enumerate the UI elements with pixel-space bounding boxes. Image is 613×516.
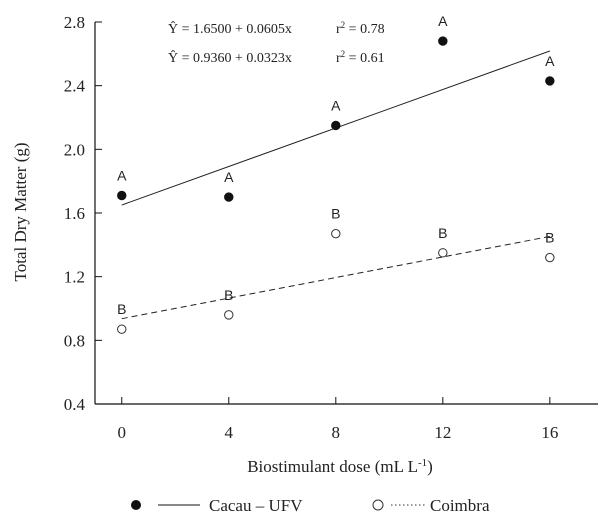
x-tick-label-1: 4 xyxy=(225,423,234,442)
x-tick-label-3: 12 xyxy=(434,423,451,442)
y-axis-title: Total Dry Matter (g) xyxy=(11,142,30,281)
r-squared-1-label: r xyxy=(336,22,341,37)
series-1-point-label-0: A xyxy=(117,167,127,183)
y-tick-label-3: 1.6 xyxy=(64,204,85,223)
y-tick-label-6: 2.8 xyxy=(64,13,85,32)
series-2-point-label-0: B xyxy=(117,301,126,317)
legend-marker-filled xyxy=(131,500,141,510)
point-labels: A A A A A B B B B B xyxy=(117,13,555,317)
series-1-point-3 xyxy=(438,36,448,46)
series-1-point-label-4: A xyxy=(545,53,555,69)
x-tick-label-0: 0 xyxy=(118,423,127,442)
series-2-point-label-1: B xyxy=(224,287,233,303)
y-tick-label-4: 2.0 xyxy=(64,140,85,159)
y-tick-label-0: 0.4 xyxy=(64,395,86,414)
fit-lines xyxy=(121,50,551,320)
legend-label-1: Cacau – UFV xyxy=(209,496,303,515)
r-squared-2-value: = 0.61 xyxy=(345,51,384,66)
equation-2: Ŷ = 0.9360 + 0.0323x xyxy=(168,49,292,66)
r-squared-1-superscript: 2 xyxy=(341,20,346,30)
series-1-point-0 xyxy=(117,190,127,201)
data-points xyxy=(117,36,555,334)
x-tick-label-4: 16 xyxy=(541,423,558,442)
series-2-point-label-4: B xyxy=(545,230,554,246)
r-squared-2-superscript: 2 xyxy=(341,49,346,59)
r-squared-2: r2 = 0.61 xyxy=(336,49,385,66)
x-axis-title: Biostimulant dose (mL L-1) xyxy=(247,457,433,476)
legend-label-2: Coimbra xyxy=(430,496,490,515)
series-2-point-2 xyxy=(331,228,341,239)
series-1-point-label-1: A xyxy=(224,169,234,185)
legend-marker-open xyxy=(372,499,384,511)
y-tick-label-1: 0.8 xyxy=(64,331,85,350)
series-1-point-2 xyxy=(331,120,341,131)
y-tick-label-5: 2.4 xyxy=(64,77,86,96)
series-1-point-4 xyxy=(545,76,555,86)
series-2-point-3 xyxy=(438,248,448,258)
x-axis-title-suffix: ) xyxy=(427,457,433,476)
series-1-point-1 xyxy=(224,192,234,202)
axes: 0.4 0.8 1.2 1.6 2.0 2.4 2.8 0 4 8 12 16 xyxy=(64,13,598,442)
r-squared-2-label: r xyxy=(336,51,341,66)
x-tick-label-2: 8 xyxy=(332,423,341,442)
r-squared-1-value: = 0.78 xyxy=(345,22,384,37)
x-axis-title-main: Biostimulant dose (mL L xyxy=(247,457,418,476)
series-2-point-1 xyxy=(224,310,234,320)
fit-line-2 xyxy=(121,235,550,320)
series-2-point-label-3: B xyxy=(438,225,447,241)
series-1-point-label-3: A xyxy=(438,13,448,29)
equation-1: Ŷ = 1.6500 + 0.0605x xyxy=(168,20,292,37)
r-squared-1: r2 = 0.78 xyxy=(336,20,385,37)
series-2-point-4 xyxy=(545,252,555,263)
series-1-point-label-2: A xyxy=(331,97,341,113)
series-2-point-label-2: B xyxy=(331,206,340,222)
x-axis-title-superscript: -1 xyxy=(418,457,427,469)
series-2-point-0 xyxy=(117,324,127,334)
y-tick-label-2: 1.2 xyxy=(64,268,85,287)
legend: Cacau – UFV Coimbra xyxy=(131,496,490,515)
